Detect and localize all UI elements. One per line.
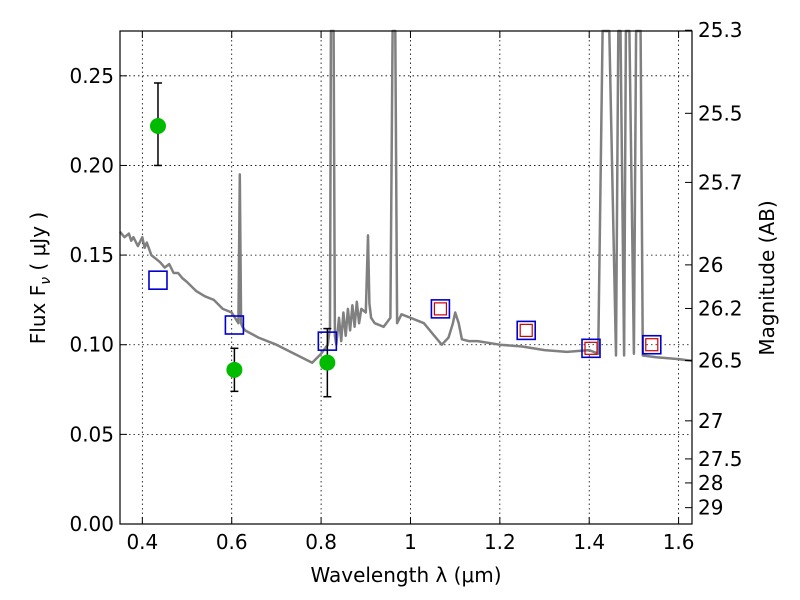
plot-frame: [119, 30, 693, 525]
model-flux-inner-square: [645, 338, 659, 352]
y-axis-label-left: Flux Fν ( μJy ): [26, 212, 54, 344]
model-spectrum-line: [119, 29, 693, 364]
photometry-points: [148, 82, 662, 398]
y-tick-label: 0.15: [69, 243, 114, 267]
y-label-flux: Flux F: [26, 285, 50, 344]
model-flux-square: [516, 320, 537, 341]
mag-tick-label: 29: [698, 496, 723, 520]
y-axis-label-right: Magnitude (AB): [755, 200, 779, 355]
mag-tick-label: 27.5: [698, 447, 743, 471]
mag-tick-label: 26: [698, 253, 723, 277]
y-tick-label: 0.10: [69, 333, 114, 357]
model-flux-inner-square: [519, 323, 533, 337]
x-tick-label: 1.4: [573, 530, 605, 554]
spectrum-series: [119, 29, 693, 364]
y-label-unit: ( μJy ): [26, 212, 50, 277]
x-tick-label: 1: [404, 530, 417, 554]
x-tick-label: 0.8: [305, 530, 337, 554]
y-tick-label: 0.20: [69, 153, 114, 177]
model-flux-inner-square: [433, 302, 448, 316]
x-tick-label: 0.6: [216, 530, 248, 554]
axis-ticks: 0.4 0.6 0.8 1 1.2 1.4 1.6 0.00 0.05 0.10 0.15 0.20 0…: [69, 18, 742, 554]
mag-tick-label: 28: [698, 471, 723, 495]
model-flux-square: [224, 315, 245, 335]
observed-flux-point: [226, 361, 243, 378]
mag-tick-label: 26.2: [698, 296, 743, 320]
observed-flux-point: [319, 354, 336, 371]
y-label-subscript: ν: [38, 277, 54, 285]
model-flux-square: [148, 270, 168, 290]
model-flux-square: [641, 334, 662, 355]
y-tick-label: 0.05: [69, 422, 114, 446]
mag-tick-label: 25.7: [698, 170, 743, 194]
x-tick-label: 1.6: [663, 530, 695, 554]
mag-tick-label: 25.5: [698, 101, 743, 125]
model-flux-square: [430, 299, 451, 319]
mag-tick-label: 26.5: [698, 349, 743, 373]
x-tick-label: 0.4: [126, 530, 158, 554]
x-tick-label: 1.2: [484, 530, 516, 554]
model-flux-square: [581, 338, 601, 359]
y-tick-label: 0.00: [69, 512, 114, 536]
y-tick-label: 0.25: [69, 64, 114, 88]
model-flux-inner-square: [584, 341, 598, 355]
observed-flux-point: [149, 118, 166, 135]
mag-tick-label: 25.3: [698, 18, 743, 42]
mag-tick-label: 27: [698, 409, 723, 433]
grid-lines: [120, 31, 692, 525]
x-axis-label: Wavelength λ (μm): [310, 563, 501, 587]
